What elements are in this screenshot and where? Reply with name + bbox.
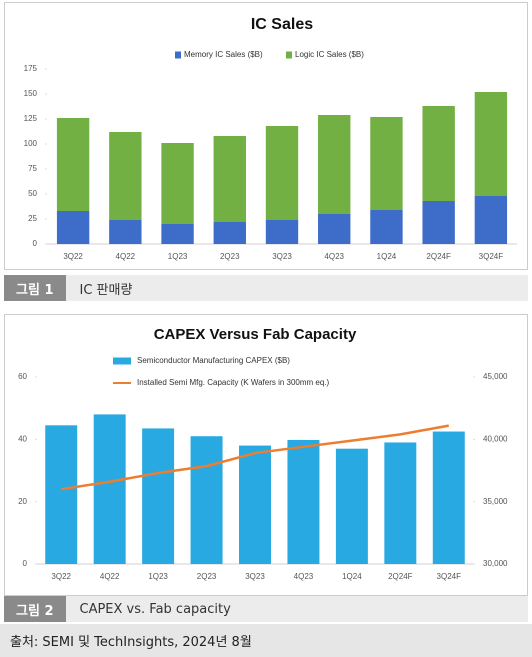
y-tick-label: 40 bbox=[18, 434, 27, 443]
legend-label: Memory IC Sales ($B) bbox=[184, 50, 263, 59]
x-tick-label: 3Q24F bbox=[437, 572, 462, 581]
y-tick-label: 150 bbox=[24, 89, 38, 98]
bar-segment bbox=[318, 214, 351, 244]
chart: CAPEX Versus Fab Capacity 0 20 40 60 30,000 35… bbox=[18, 326, 508, 581]
x-tick-label: 3Q23 bbox=[272, 252, 292, 261]
x-tick-label: 2Q24F bbox=[426, 252, 451, 261]
bar bbox=[432, 431, 465, 564]
caption: 그림 1 IC 판매량 bbox=[4, 275, 528, 301]
bar-segment bbox=[422, 201, 455, 244]
x-tick-label: 1Q23 bbox=[168, 252, 188, 261]
y-tick-label: 125 bbox=[24, 114, 38, 123]
chart-panel: CAPEX Versus Fab Capacity 0 20 40 60 30,000 35… bbox=[4, 314, 528, 596]
legend-label: Logic IC Sales ($B) bbox=[295, 50, 364, 59]
y-tick-label: 0 bbox=[33, 239, 38, 248]
y-tick-label: 175 bbox=[24, 64, 38, 73]
x-tick-label: 1Q23 bbox=[148, 572, 168, 581]
x-tick-label: 1Q24 bbox=[377, 252, 397, 261]
bar bbox=[45, 425, 78, 564]
x-tick-label: 3Q23 bbox=[245, 572, 265, 581]
y2-tick-label: 30,000 bbox=[483, 559, 508, 568]
y2-tick-label: 40,000 bbox=[483, 434, 508, 443]
y-tick-label: 25 bbox=[28, 214, 37, 223]
legend-label: Installed Semi Mfg. Capacity (K Wafers i… bbox=[137, 378, 330, 387]
x-tick-label: 3Q22 bbox=[63, 252, 83, 261]
bar bbox=[287, 439, 320, 564]
bar bbox=[384, 442, 417, 564]
bar-segment bbox=[109, 132, 142, 220]
bar bbox=[142, 428, 175, 564]
y2-tick-label: 45,000 bbox=[483, 372, 508, 381]
x-tick-label: 2Q23 bbox=[197, 572, 217, 581]
y-tick-label: 60 bbox=[18, 372, 27, 381]
bar bbox=[335, 448, 368, 564]
line-series bbox=[61, 424, 449, 491]
y-tick-label: 50 bbox=[28, 189, 37, 198]
bar-segment bbox=[422, 106, 455, 201]
bar bbox=[239, 445, 271, 564]
bar-segment bbox=[109, 220, 142, 244]
bar bbox=[190, 436, 223, 564]
x-tick-label: 2Q24F bbox=[388, 572, 413, 581]
bar-segment bbox=[474, 196, 508, 244]
legend-swatch bbox=[113, 357, 131, 365]
y-tick-label: 0 bbox=[23, 559, 28, 568]
y-tick-label: 20 bbox=[18, 497, 27, 506]
bar bbox=[93, 414, 126, 564]
bar-segment bbox=[213, 136, 246, 222]
source: 출처: SEMI 및 TechInsights, 2024년 8월 bbox=[0, 624, 532, 657]
chart-title: CAPEX Versus Fab Capacity bbox=[154, 326, 357, 343]
bar-segment bbox=[265, 126, 299, 220]
chart: IC Sales 0 25 50 75 100 125 150 175 3Q22 4Q22 1Q23 2… bbox=[24, 16, 517, 261]
caption-text: IC 판매량 bbox=[79, 282, 133, 298]
x-tick-label: 3Q24F bbox=[479, 252, 504, 261]
y2-tick-label: 35,000 bbox=[483, 497, 508, 506]
legend-label: Semiconductor Manufacturing CAPEX ($B) bbox=[137, 356, 290, 365]
chart-title: IC Sales bbox=[251, 16, 313, 33]
x-tick-label: 4Q22 bbox=[116, 252, 136, 261]
legend-swatch bbox=[175, 51, 181, 59]
x-tick-label: 3Q22 bbox=[51, 572, 71, 581]
y-tick-label: 75 bbox=[28, 164, 37, 173]
bar-segment bbox=[370, 117, 403, 210]
x-tick-label: 4Q23 bbox=[324, 252, 344, 261]
y-tick-label: 100 bbox=[24, 139, 38, 148]
caption-label: 그림 1 bbox=[4, 275, 66, 301]
caption-label: 그림 2 bbox=[4, 596, 66, 622]
bar-segment bbox=[318, 115, 351, 214]
bar-segment bbox=[213, 222, 246, 244]
caption-text: CAPEX vs. Fab capacity bbox=[79, 601, 231, 617]
x-tick-label: 4Q22 bbox=[100, 572, 120, 581]
bar-segment bbox=[161, 143, 194, 224]
legend-swatch bbox=[286, 51, 292, 59]
x-tick-label: 4Q23 bbox=[294, 572, 314, 581]
bar-segment bbox=[474, 92, 508, 196]
bar-segment bbox=[370, 210, 403, 244]
bar-segment bbox=[161, 224, 194, 244]
chart-panel: IC Sales 0 25 50 75 100 125 150 175 3Q22 4Q22 1Q23 2… bbox=[4, 2, 528, 270]
bar-segment bbox=[56, 211, 90, 244]
x-tick-label: 1Q24 bbox=[342, 572, 362, 581]
bar-segment bbox=[265, 220, 299, 244]
x-tick-label: 2Q23 bbox=[220, 252, 240, 261]
caption: 그림 2 CAPEX vs. Fab capacity bbox=[4, 596, 528, 622]
bar-segment bbox=[56, 118, 90, 211]
